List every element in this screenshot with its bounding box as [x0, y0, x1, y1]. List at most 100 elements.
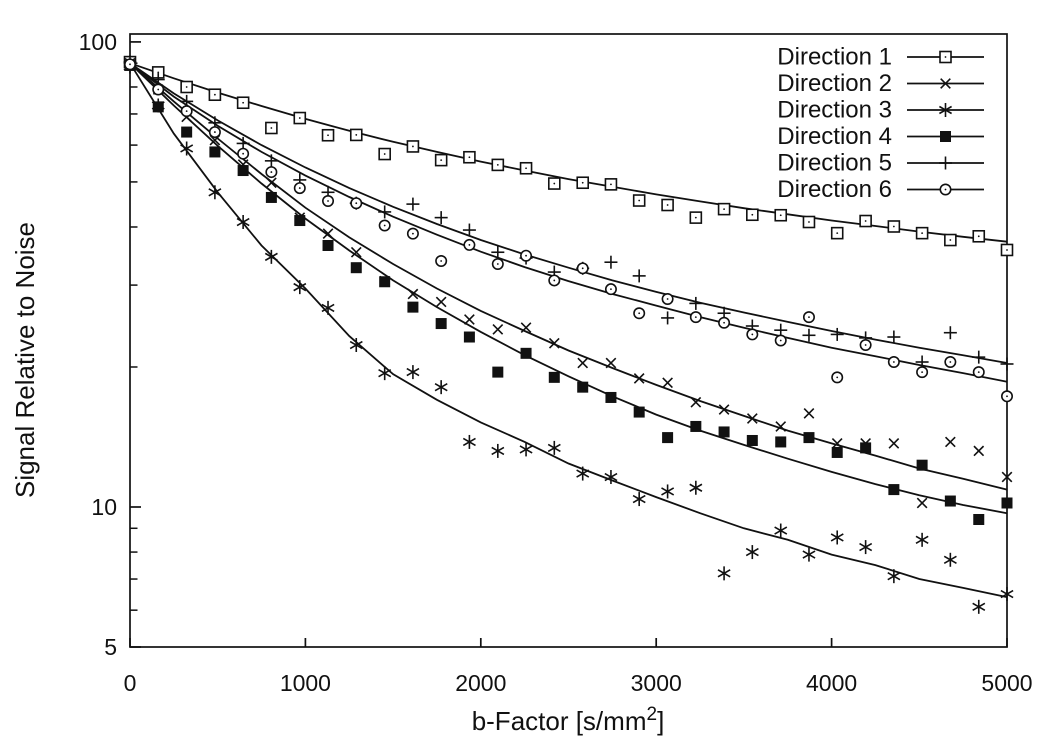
asterisk-marker-icon: [180, 144, 194, 153]
plot-frame: [129, 33, 1008, 648]
marker-dot: [751, 213, 754, 216]
marker-dot: [412, 232, 414, 235]
marker-dot: [355, 134, 358, 136]
y-axis-label: Signal Relative to Noise: [10, 222, 40, 498]
asterisk-marker-icon: [745, 547, 759, 557]
filled-square-marker-icon: [746, 434, 758, 446]
marker-dot: [129, 63, 131, 66]
marker-dot: [666, 298, 669, 300]
marker-dot: [270, 171, 273, 173]
x-marker-icon: [605, 357, 617, 369]
asterisk-marker-icon: [293, 282, 307, 292]
asterisk-marker-icon: [604, 472, 618, 482]
filled-square-marker-icon: [944, 495, 956, 507]
marker-dot: [327, 134, 329, 137]
filled-square-marker-icon: [520, 347, 532, 359]
x-marker-icon: [746, 413, 758, 424]
x-marker-icon: [888, 438, 900, 449]
y-tick-label: 100: [79, 29, 117, 55]
marker-dot: [383, 153, 386, 155]
asterisk-marker-icon: [576, 469, 590, 478]
filled-square-marker-icon: [209, 146, 221, 158]
x-marker-icon: [266, 177, 277, 189]
legend-item: Direction 5: [777, 150, 984, 177]
legend-item: Direction 1: [777, 44, 984, 71]
marker-dot: [525, 254, 527, 257]
x-marker-icon: [940, 78, 951, 89]
marker-dot: [440, 260, 443, 262]
marker-dot: [638, 199, 641, 202]
filled-square-marker-icon: [577, 381, 589, 393]
marker-dot: [977, 235, 980, 238]
marker-dot: [864, 220, 867, 222]
marker-dot: [723, 321, 725, 324]
marker-dot: [383, 224, 386, 227]
asterisk-marker-icon: [378, 368, 392, 378]
legend-label: Direction 2: [777, 70, 892, 97]
series-direction-6: [124, 58, 1013, 403]
filled-square-marker-icon: [803, 432, 815, 444]
legend-item: Direction 2: [777, 70, 984, 97]
filled-square-marker-icon: [633, 406, 645, 418]
asterisk-marker-icon: [519, 445, 533, 454]
asterisk-marker-icon: [491, 446, 505, 456]
x-marker-icon: [520, 322, 532, 334]
marker-dot: [808, 221, 810, 223]
marker-dot: [638, 312, 641, 315]
marker-dot: [355, 202, 358, 205]
x-marker-icon: [548, 337, 560, 349]
filled-square-marker-icon: [548, 371, 560, 383]
filled-square-marker-icon: [237, 165, 249, 177]
filled-square-marker-icon: [860, 442, 872, 454]
marker-dot: [468, 244, 471, 246]
x-marker-icon: [831, 438, 843, 449]
marker-dot: [242, 101, 245, 104]
marker-dot: [836, 376, 839, 379]
asterisk-marker-icon: [830, 533, 844, 542]
filled-square-marker-icon: [690, 420, 702, 432]
y-tick-label: 10: [91, 494, 117, 520]
filled-square-marker-icon: [379, 276, 391, 288]
x-tick-label: 5000: [981, 670, 1032, 696]
x-tick-label: 1000: [280, 670, 331, 696]
filled-square-marker-icon: [181, 126, 193, 138]
filled-square-marker-icon: [463, 331, 475, 343]
marker-dot: [496, 163, 499, 166]
asterisk-marker-icon: [321, 303, 335, 313]
asterisk-marker-icon: [208, 188, 222, 197]
marker-dot: [213, 131, 216, 133]
asterisk-marker-icon: [717, 569, 731, 578]
marker-dot: [944, 188, 947, 191]
marker-dot: [666, 204, 669, 206]
marker-dot: [553, 182, 556, 185]
filled-square-marker-icon: [718, 426, 730, 438]
marker-dot: [468, 156, 471, 159]
y-tick-label: 5: [104, 634, 117, 660]
marker-dot: [779, 339, 782, 342]
marker-dot: [779, 214, 782, 217]
filled-square-marker-icon: [662, 432, 674, 444]
legend-label: Direction 4: [777, 123, 892, 150]
asterisk-marker-icon: [859, 542, 873, 552]
filled-square-marker-icon: [888, 484, 900, 496]
marker-dot: [921, 232, 924, 235]
asterisk-marker-icon: [236, 217, 250, 227]
marker-dot: [808, 316, 810, 319]
marker-dot: [892, 225, 895, 228]
filled-square-marker-icon: [973, 513, 985, 525]
marker-dot: [213, 93, 216, 96]
marker-dot: [185, 86, 188, 88]
asterisk-marker-icon: [802, 550, 816, 559]
marker-dot: [242, 152, 245, 155]
filled-square-marker-icon: [605, 391, 617, 403]
asterisk-marker-icon: [661, 487, 675, 496]
marker-dot: [440, 159, 443, 162]
filled-square-marker-icon: [294, 215, 306, 227]
legend-label: Direction 3: [777, 97, 892, 124]
x-marker-icon: [1001, 471, 1013, 483]
fit-curve: [129, 62, 1008, 383]
marker-dot: [944, 56, 947, 58]
asterisk-marker-icon: [943, 555, 957, 564]
